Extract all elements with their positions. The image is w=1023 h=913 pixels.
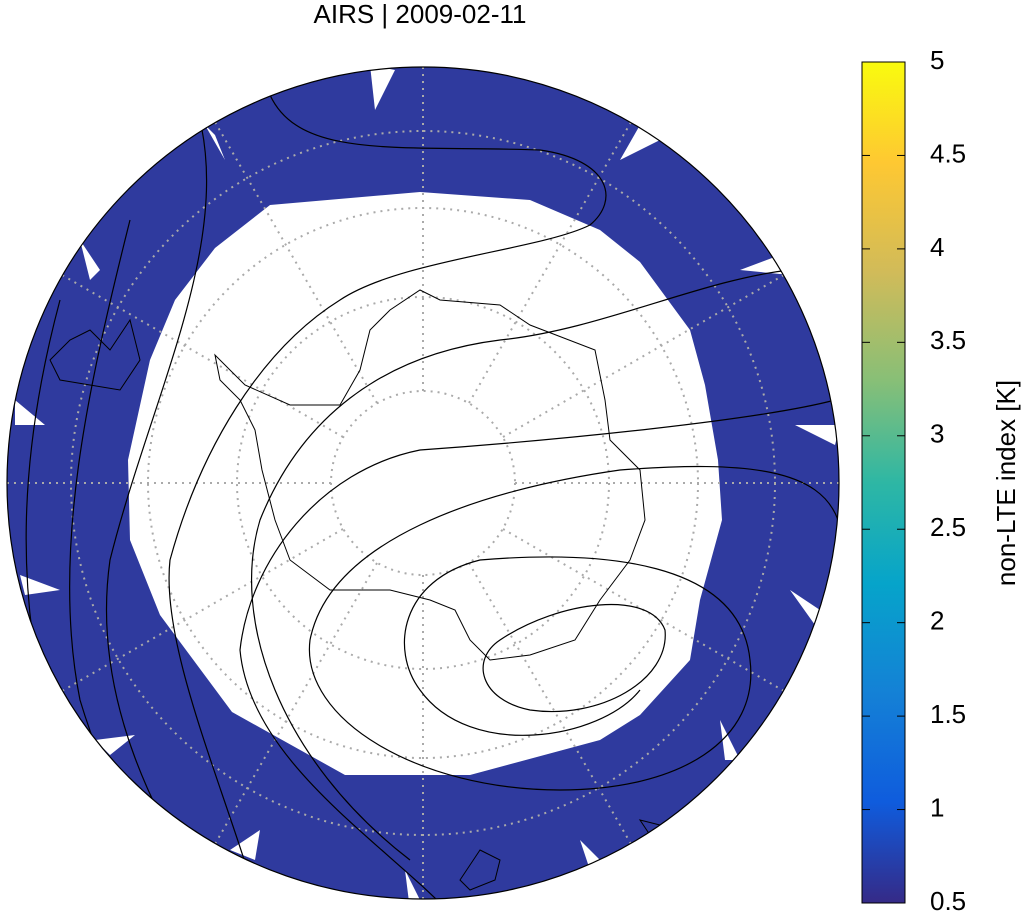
map-frame: [6, 66, 840, 900]
colorbar-tick-label: 0.5: [930, 886, 966, 913]
no-data-region: [128, 192, 722, 775]
colorbar: [861, 61, 906, 904]
colorbar-label: non-LTE index [K]: [991, 380, 1021, 586]
chart-title: AIRS | 2009-02-11: [314, 0, 527, 29]
map: [7, 67, 839, 899]
coastline: [214, 289, 646, 661]
colorbar-tick-label: 3.5: [930, 325, 966, 355]
colorbar-tick-label: 4: [930, 232, 944, 262]
colorbar-tick-label: 5: [930, 45, 944, 75]
colorbar-tick-label: 4.5: [930, 138, 966, 168]
colorbar-tick-label: 1: [930, 792, 944, 822]
colorbar-tick-label: 1.5: [930, 699, 966, 729]
colorbar-tick-label: 2.5: [930, 512, 966, 542]
colorbar-tick-label: 3: [930, 419, 944, 449]
colorbar-tick-label: 2: [930, 606, 944, 636]
latitude-circle: [236, 296, 610, 670]
